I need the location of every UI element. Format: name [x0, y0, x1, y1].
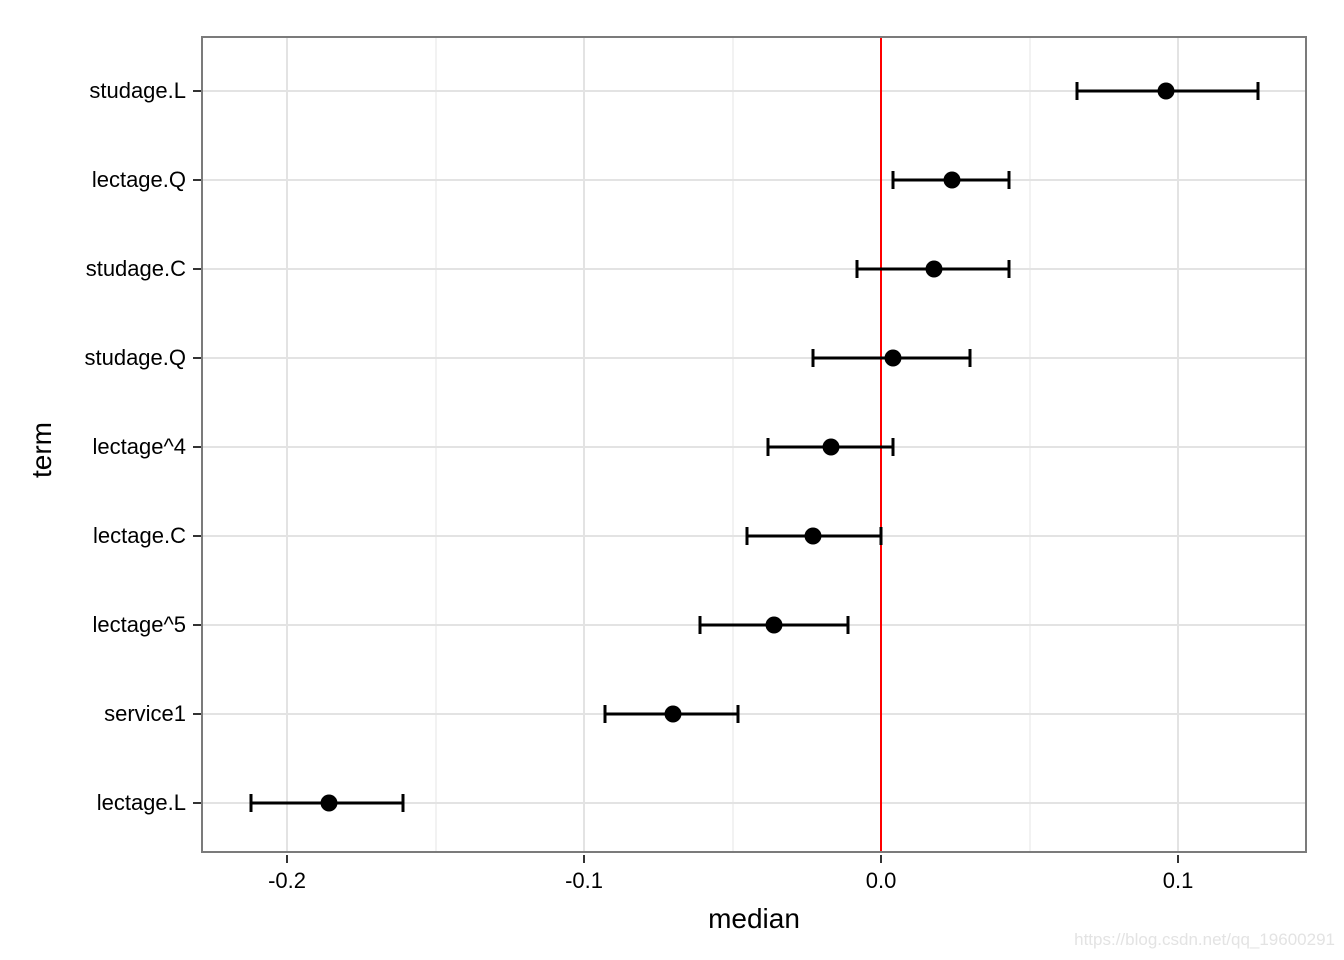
- point-estimate: [943, 171, 961, 189]
- point-estimate: [1157, 82, 1175, 100]
- point-estimate: [804, 527, 822, 545]
- y-tick-mark: [193, 90, 201, 92]
- error-bar-cap-high: [879, 527, 883, 545]
- y-tick-mark: [193, 535, 201, 537]
- y-tick-mark: [193, 624, 201, 626]
- y-tick-label: service1: [104, 701, 186, 726]
- y-tick-mark: [193, 357, 201, 359]
- row-gridline: [203, 268, 1305, 270]
- point-estimate: [822, 438, 840, 456]
- error-bar-cap-high: [968, 349, 972, 367]
- y-tick-label: studage.C: [85, 256, 186, 281]
- point-estimate: [664, 705, 682, 723]
- error-bar-cap-high: [736, 705, 740, 723]
- point-estimate: [765, 616, 783, 634]
- y-tick-mark: [193, 446, 201, 448]
- row-gridline: [203, 713, 1305, 715]
- point-estimate: [320, 794, 338, 812]
- x-tick-label: 0.0: [865, 868, 897, 893]
- error-bar-cap-low: [1075, 82, 1079, 100]
- error-bar-cap-high: [1256, 82, 1260, 100]
- error-bar-cap-high: [401, 794, 405, 812]
- x-tick-mark: [583, 855, 586, 863]
- minor-gridline: [1028, 38, 1031, 851]
- watermark: https://blog.csdn.net/qq_19600291: [1074, 930, 1335, 949]
- error-bar-cap-low: [855, 260, 859, 278]
- x-tick-mark: [286, 855, 289, 863]
- y-tick-label: lectage.Q: [91, 167, 186, 192]
- y-tick-label: lectage.C: [93, 523, 186, 548]
- major-gridline: [583, 38, 586, 851]
- x-tick-label: -0.2: [268, 868, 307, 893]
- error-bar-cap-high: [1007, 171, 1011, 189]
- y-tick-mark: [193, 179, 201, 181]
- x-tick-mark: [1177, 855, 1180, 863]
- error-bar-cap-high: [1007, 260, 1011, 278]
- y-tick-label: lectage.L: [96, 790, 186, 815]
- y-tick-label: lectage^5: [92, 612, 187, 637]
- row-gridline: [203, 357, 1305, 359]
- x-axis-title: median: [708, 903, 800, 934]
- row-gridline: [203, 802, 1305, 804]
- error-bar-cap-low: [603, 705, 607, 723]
- minor-gridline: [434, 38, 437, 851]
- error-bar-cap-low: [249, 794, 253, 812]
- y-tick-label: studage.Q: [84, 345, 186, 370]
- y-tick-mark: [193, 713, 201, 715]
- point-estimate: [884, 349, 902, 367]
- major-gridline: [286, 38, 289, 851]
- plot-panel: [201, 36, 1307, 853]
- error-bar-cap-low: [891, 171, 895, 189]
- error-bar-cap-high: [846, 616, 850, 634]
- row-gridline: [203, 90, 1305, 92]
- y-tick-label: studage.L: [89, 78, 186, 103]
- error-bar-cap-high: [891, 438, 895, 456]
- y-tick-mark: [193, 802, 201, 804]
- x-tick-mark: [880, 855, 883, 863]
- zero-reference-line: [880, 38, 883, 851]
- error-bar-cap-low: [745, 527, 749, 545]
- row-gridline: [203, 179, 1305, 181]
- y-tick-mark: [193, 268, 201, 270]
- minor-gridline: [731, 38, 734, 851]
- error-bar-cap-low: [766, 438, 770, 456]
- point-estimate: [925, 260, 943, 278]
- x-tick-label: 0.1: [1162, 868, 1194, 893]
- major-gridline: [1177, 38, 1180, 851]
- y-tick-label: lectage^4: [92, 434, 187, 459]
- error-bar-cap-low: [698, 616, 702, 634]
- error-bar-cap-low: [811, 349, 815, 367]
- x-tick-label: -0.1: [565, 868, 603, 893]
- row-gridline: [203, 446, 1305, 448]
